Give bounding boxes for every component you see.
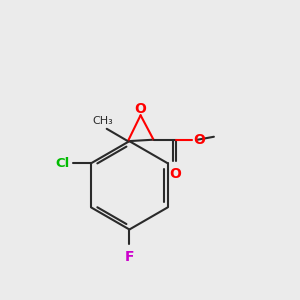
- Text: F: F: [124, 250, 134, 263]
- Text: O: O: [169, 167, 181, 181]
- Text: Cl: Cl: [56, 157, 70, 170]
- Text: O: O: [193, 133, 205, 147]
- Text: O: O: [135, 102, 146, 116]
- Text: CH₃: CH₃: [93, 116, 114, 126]
